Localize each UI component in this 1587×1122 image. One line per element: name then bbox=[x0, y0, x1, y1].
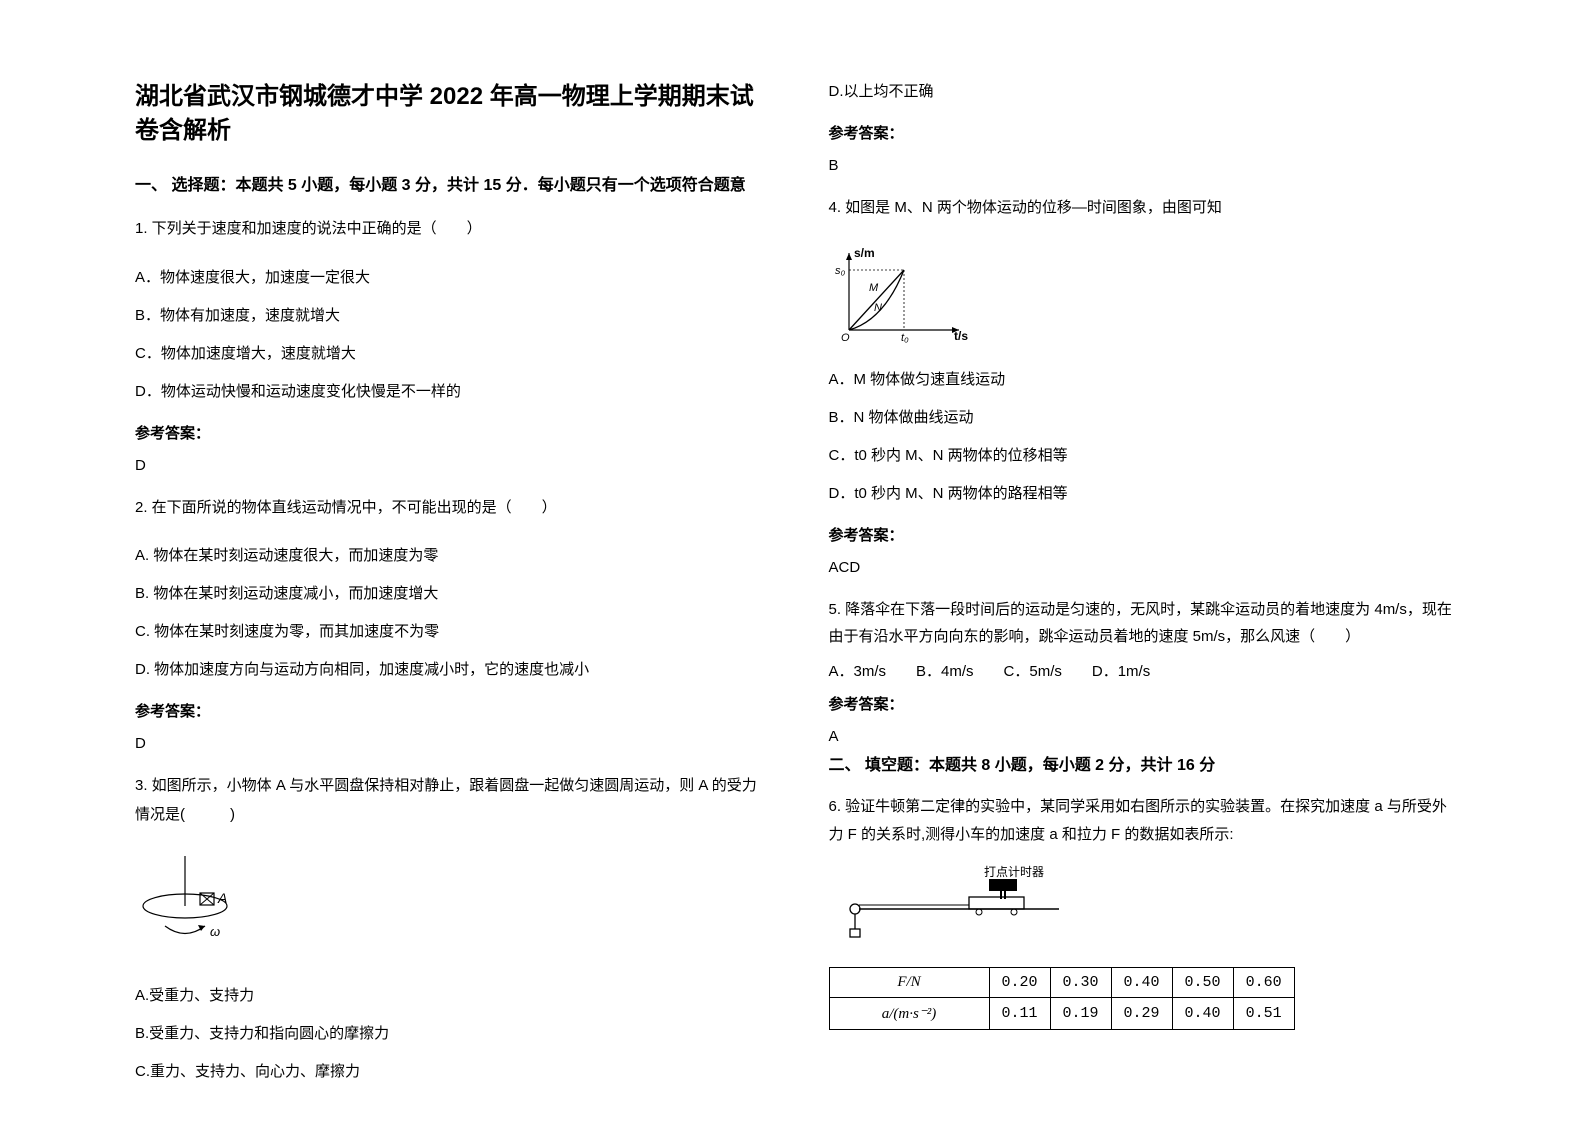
q5-answer-label: 参考答案： bbox=[829, 693, 1453, 714]
q5-stem: 5. 降落伞在下落一段时间后的运动是匀速的，无风时，某跳伞运动员的着地速度为 4… bbox=[829, 596, 1453, 650]
q6-data-table: F/N 0.20 0.30 0.40 0.50 0.60 a/(m·s⁻²) 0… bbox=[829, 967, 1295, 1030]
q2-answer: D bbox=[135, 735, 759, 752]
q3-label-omega: ω bbox=[210, 924, 220, 939]
q2-d: D. 物体加速度方向与运动方向相同，加速度减小时，它的速度也减小 bbox=[135, 658, 759, 682]
q4-x-axis: t/s bbox=[954, 329, 968, 343]
q2-c: C. 物体在某时刻速度为零，而其加速度不为零 bbox=[135, 620, 759, 644]
q6-stem: 6. 验证牛顿第二定律的实验中，某同学采用如右图所示的实验装置。在探究加速度 a… bbox=[829, 793, 1453, 850]
q4-m: M bbox=[869, 282, 879, 294]
q5-opts: A．3m/s B．4m/s C．5m/s D．1m/s bbox=[829, 658, 1453, 685]
q4-answer-label: 参考答案： bbox=[829, 524, 1453, 545]
q2-answer-label: 参考答案： bbox=[135, 700, 759, 721]
q1-b: B．物体有加速度，速度就增大 bbox=[135, 304, 759, 328]
cell: 0.40 bbox=[1172, 997, 1233, 1029]
q1-a: A．物体速度很大，加速度一定很大 bbox=[135, 266, 759, 290]
q4-d: D．t0 秒内 M、N 两物体的路程相等 bbox=[829, 482, 1453, 506]
q1-c: C．物体加速度增大，速度就增大 bbox=[135, 342, 759, 366]
q1-d: D．物体运动快慢和运动速度变化快慢是不一样的 bbox=[135, 380, 759, 404]
q3-stem: 3. 如图所示，小物体 A 与水平圆盘保持相对静止，跟着圆盘一起做匀速圆周运动，… bbox=[135, 772, 759, 829]
table-row: F/N 0.20 0.30 0.40 0.50 0.60 bbox=[829, 967, 1294, 997]
cell: 0.60 bbox=[1233, 967, 1294, 997]
q4-stem: 4. 如图是 M、N 两个物体运动的位移—时间图象，由图可知 bbox=[829, 194, 1453, 223]
q1-stem: 1. 下列关于速度和加速度的说法中正确的是（ ） bbox=[135, 215, 759, 244]
q4-t0: t₀ bbox=[901, 332, 909, 344]
q4-answer: ACD bbox=[829, 559, 1453, 576]
q3-label-a: A bbox=[217, 890, 227, 906]
q4-n: N bbox=[874, 302, 882, 314]
table-row: a/(m·s⁻²) 0.11 0.19 0.29 0.40 0.51 bbox=[829, 997, 1294, 1029]
q4-s0: s₀ bbox=[835, 265, 846, 277]
cell: 0.11 bbox=[989, 997, 1050, 1029]
cell: 0.20 bbox=[989, 967, 1050, 997]
q2-b: B. 物体在某时刻运动速度减小，而加速度增大 bbox=[135, 582, 759, 606]
cell: 0.19 bbox=[1050, 997, 1111, 1029]
q3-answer: B bbox=[829, 157, 1453, 174]
cell: 0.50 bbox=[1172, 967, 1233, 997]
svg-text:O: O bbox=[841, 332, 850, 344]
disk-rotation-icon: A ω bbox=[135, 851, 255, 961]
cell: 0.40 bbox=[1111, 967, 1172, 997]
q3-c: C.重力、支持力、向心力、摩擦力 bbox=[135, 1060, 759, 1084]
q4-y-axis: s/m bbox=[854, 246, 875, 260]
q3-b: B.受重力、支持力和指向圆心的摩擦力 bbox=[135, 1022, 759, 1046]
q1-answer-label: 参考答案： bbox=[135, 422, 759, 443]
q5-answer: A bbox=[829, 728, 1453, 745]
q3-answer-label: 参考答案： bbox=[829, 122, 1453, 143]
q2-stem: 2. 在下面所说的物体直线运动情况中，不可能出现的是（ ） bbox=[135, 494, 759, 523]
section-1-header: 一、 选择题：本题共 5 小题，每小题 3 分，共计 15 分．每小题只有一个选… bbox=[135, 171, 759, 195]
q1-answer: D bbox=[135, 457, 759, 474]
st-graph-icon: s/m t/s s₀ t₀ O M N bbox=[829, 245, 989, 345]
exam-title: 湖北省武汉市钢城德才中学 2022 年高一物理上学期期末试卷含解析 bbox=[135, 80, 759, 147]
q3-figure: A ω bbox=[135, 851, 759, 966]
q3-d: D.以上均不正确 bbox=[829, 80, 1453, 104]
cell: 0.51 bbox=[1233, 997, 1294, 1029]
q4-figure: s/m t/s s₀ t₀ O M N bbox=[829, 245, 1453, 350]
q6-device-label: 打点计时器 bbox=[984, 865, 1044, 879]
right-column: D.以上均不正确 参考答案： B 4. 如图是 M、N 两个物体运动的位移—时间… bbox=[794, 80, 1488, 1082]
section-2-header: 二、 填空题：本题共 8 小题，每小题 2 分，共计 16 分 bbox=[829, 751, 1453, 775]
cell: 0.30 bbox=[1050, 967, 1111, 997]
q4-c: C．t0 秒内 M、N 两物体的位移相等 bbox=[829, 444, 1453, 468]
cell: 0.29 bbox=[1111, 997, 1172, 1029]
q6-figure: 打点计时器 bbox=[829, 864, 1453, 949]
left-column: 湖北省武汉市钢城德才中学 2022 年高一物理上学期期末试卷含解析 一、 选择题… bbox=[100, 80, 794, 1082]
experiment-setup-icon: 打点计时器 bbox=[829, 864, 1089, 944]
q4-a: A．M 物体做匀速直线运动 bbox=[829, 368, 1453, 392]
q4-b: B．N 物体做曲线运动 bbox=[829, 406, 1453, 430]
row2-label: a/(m·s⁻²) bbox=[829, 997, 989, 1029]
row1-label: F/N bbox=[829, 967, 989, 997]
q2-a: A. 物体在某时刻运动速度很大，而加速度为零 bbox=[135, 544, 759, 568]
q3-a: A.受重力、支持力 bbox=[135, 984, 759, 1008]
